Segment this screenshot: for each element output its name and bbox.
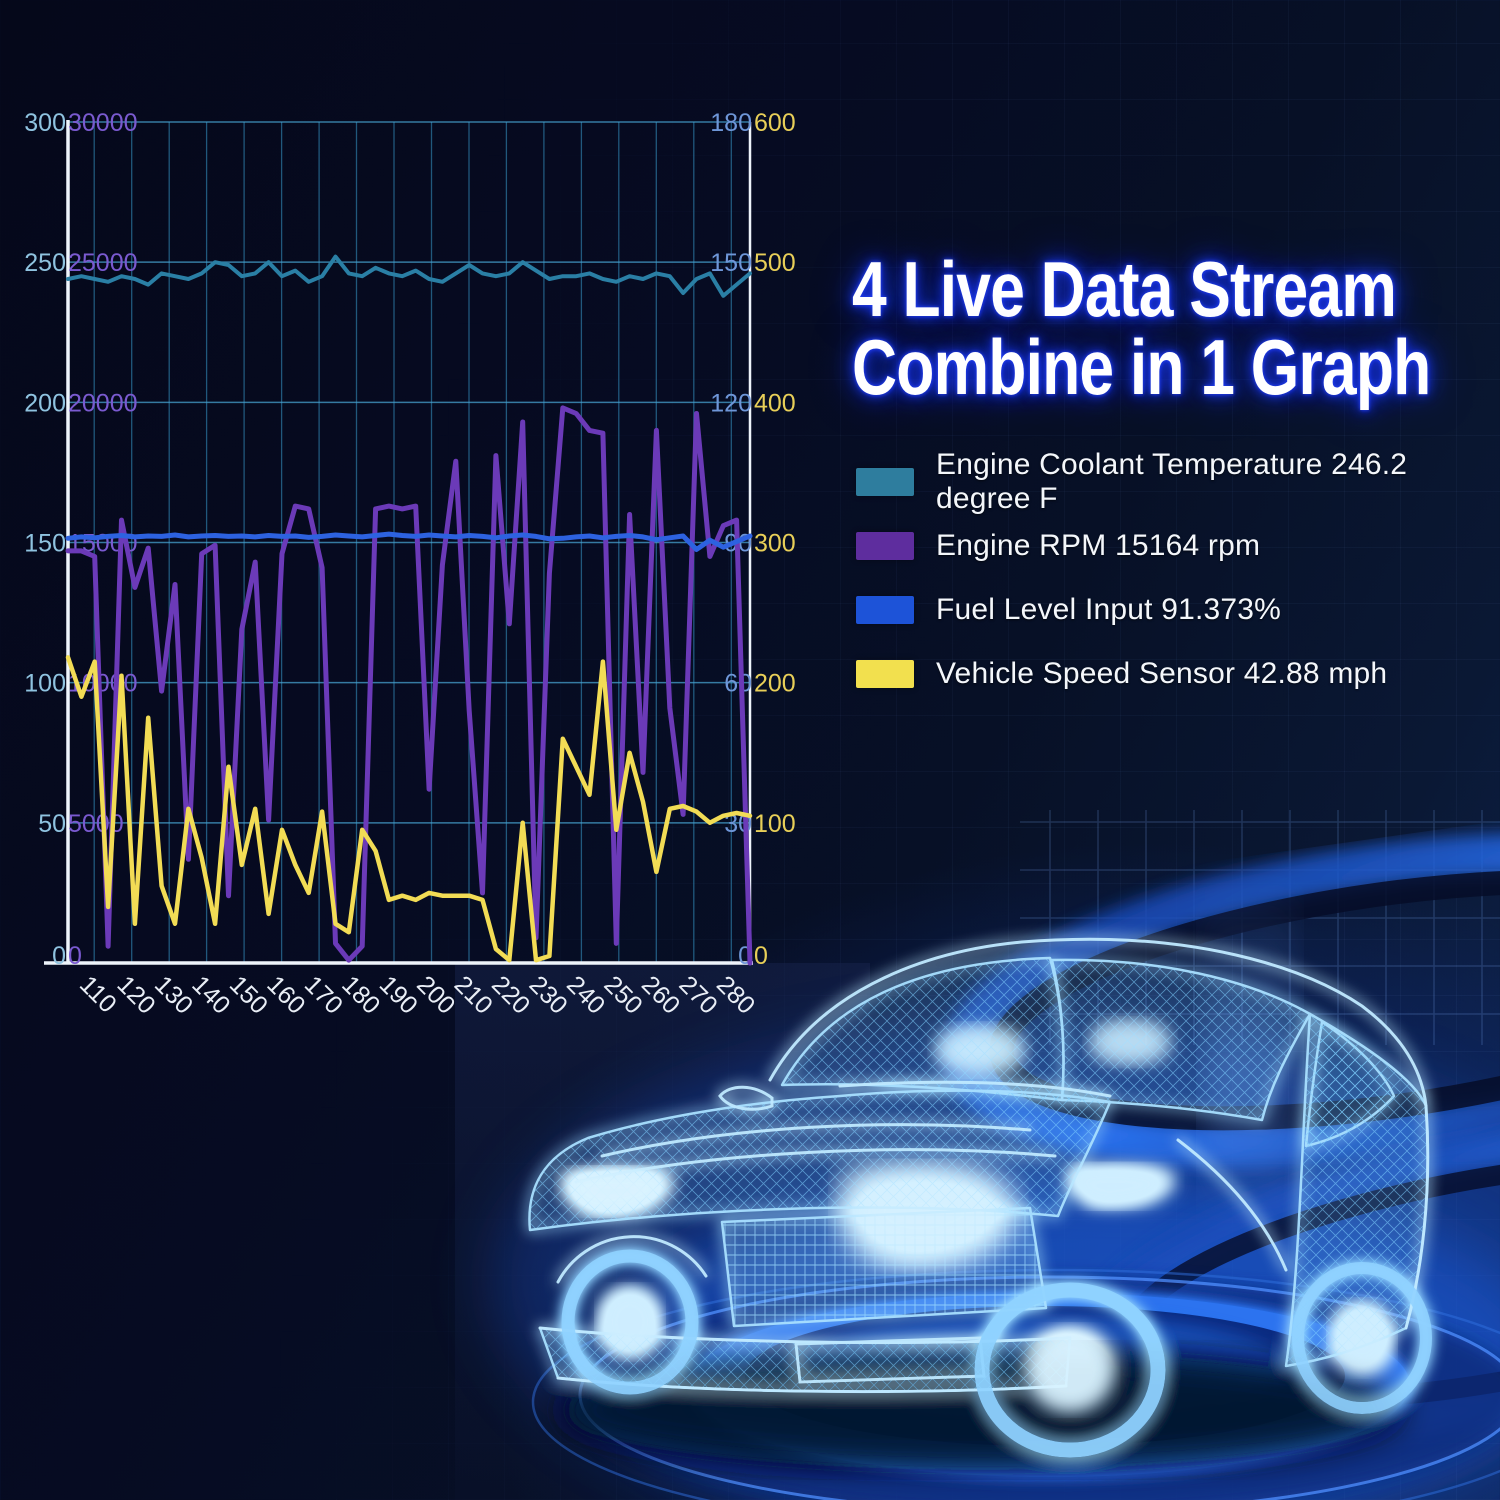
y-axis-label-speed: 600 (754, 109, 796, 137)
legend-label-speed: Vehicle Speed Sensor 42.88 mph (936, 657, 1388, 690)
y-axis-label-speed: 300 (754, 530, 796, 558)
car-hub-front-right (1028, 1330, 1112, 1410)
car-seat-glow-1 (936, 1026, 1024, 1074)
y-axis-label-speed: 400 (754, 389, 796, 417)
series-line-coolant (66, 254, 752, 298)
x-axis-label: 120 (111, 970, 160, 1019)
y-axis-label-coolant: 300 (24, 109, 66, 137)
car-wheel-rear-right (1292, 1262, 1432, 1414)
legend-label-fuel: Fuel Level Input 91.373% (936, 593, 1282, 626)
y-axis-label-rpm: 25000 (68, 249, 138, 277)
y-axis-label-rpm: 20000 (68, 389, 138, 417)
y-axis-label-fuel: 60 (724, 670, 752, 698)
y-axis-label-speed: 100 (754, 810, 796, 838)
x-axis-label: 150 (224, 970, 273, 1019)
car-seat-glow-2 (1090, 1020, 1170, 1064)
x-axis-label: 180 (336, 970, 385, 1019)
y-axis-label-coolant: 150 (24, 530, 66, 558)
legend-item-fuel: Fuel Level Input 91.373% (856, 590, 1500, 630)
car-hub-rear-right (1332, 1304, 1392, 1372)
y-axis-label-rpm: 30000 (68, 109, 138, 137)
headline-line-2: Combine in 1 Graph (852, 323, 1431, 411)
x-axis-label: 270 (674, 970, 723, 1019)
car-wheel-front-right (974, 1282, 1166, 1458)
car-right-side-line (1404, 1104, 1430, 1330)
car-windshield-right (1050, 958, 1312, 1122)
x-axis-label: 240 (561, 970, 610, 1019)
legend-label-rpm: Engine RPM 15164 rpm (936, 529, 1261, 562)
y-axis-label-fuel: 180 (710, 109, 752, 137)
legend-item-speed: Vehicle Speed Sensor 42.88 mph (856, 654, 1500, 694)
x-axis-label: 210 (449, 970, 498, 1019)
x-axis-label: 260 (636, 970, 685, 1019)
car-cowl-line (838, 1080, 1112, 1098)
x-axis-label: 200 (411, 970, 460, 1019)
series-line-fuel (65, 531, 753, 552)
y-axis-label-coolant: 250 (24, 249, 66, 277)
series-line-rpm (65, 405, 753, 966)
car-headlight-right (1069, 1165, 1174, 1207)
live-data-chart: 0501001502002503000500010000150002000025… (24, 109, 796, 1020)
y-axis-label-coolant: 0 (52, 942, 66, 970)
x-axis-label: 160 (261, 970, 310, 1019)
x-axis-label: 170 (299, 970, 348, 1019)
y-axis-label-coolant: 200 (24, 389, 66, 417)
x-axis-label: 250 (599, 970, 648, 1019)
legend-label-coolant: Engine Coolant Temperature 246.2 degree … (936, 448, 1408, 515)
series-line-speed (65, 655, 753, 963)
y-axis-label-coolant: 100 (24, 670, 66, 698)
legend-item-coolant: Engine Coolant Temperature 246.2 degree … (856, 448, 1500, 515)
y-axis-label-coolant: 50 (38, 810, 66, 838)
headline: 4 Live Data Stream Combine in 1 Graph (852, 250, 1500, 406)
y-axis-label-rpm: 0 (68, 942, 82, 970)
x-axis-label: 220 (486, 970, 535, 1019)
x-axis-label: 230 (524, 970, 573, 1019)
x-axis-label: 280 (711, 970, 760, 1019)
y-axis-label-speed: 500 (754, 249, 796, 277)
y-axis-label-fuel: 150 (710, 249, 752, 277)
y-axis-label-fuel: 120 (710, 389, 752, 417)
chart-legend: Engine Coolant Temperature 246.2 degree … (856, 448, 1500, 718)
x-axis-label: 190 (374, 970, 423, 1019)
legend-swatch-speed (856, 660, 914, 688)
car-engine-glow (844, 1168, 1012, 1265)
x-axis-label: 140 (186, 970, 235, 1019)
legend-swatch-fuel (856, 596, 914, 624)
legend-item-rpm: Engine RPM 15164 rpm (856, 526, 1500, 566)
headline-line-1: 4 Live Data Stream (852, 245, 1397, 333)
car-hub-front-left (600, 1289, 660, 1355)
legend-swatch-coolant (856, 468, 914, 496)
x-axis-label: 130 (149, 970, 198, 1019)
legend-swatch-rpm (856, 532, 914, 560)
x-axis-label: 110 (74, 970, 122, 1018)
y-axis-label-speed: 0 (754, 942, 768, 970)
y-axis-label-speed: 200 (754, 670, 796, 698)
car-door-crease (1176, 1138, 1288, 1272)
